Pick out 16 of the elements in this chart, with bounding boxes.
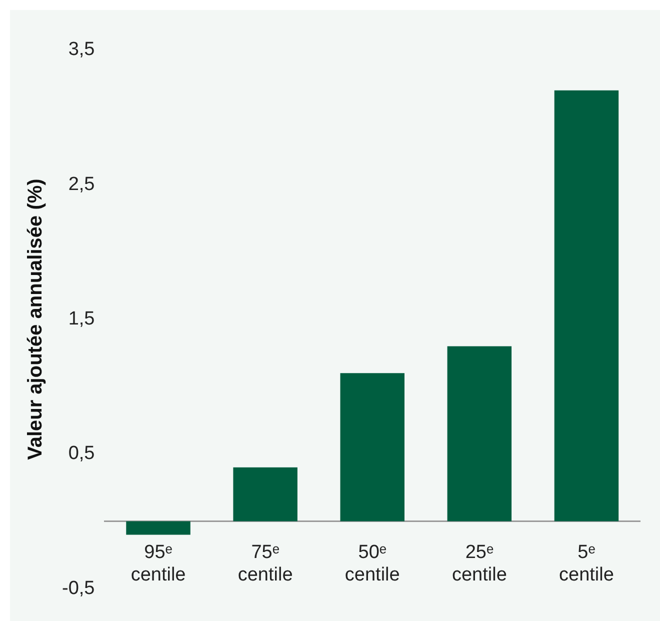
bar <box>233 467 298 522</box>
x-tick-label: 50ᵉ centile <box>344 542 400 586</box>
y-tick-label: 1,5 <box>68 308 95 330</box>
bar <box>447 346 512 522</box>
x-tick-label: 75ᵉ centile <box>238 542 293 586</box>
bar <box>126 521 190 535</box>
bar <box>340 373 404 522</box>
x-tick-label: 95ᵉ centile <box>130 542 186 586</box>
y-tick-label: 2,5 <box>68 174 95 195</box>
bar <box>554 90 619 522</box>
y-tick-label: 3,5 <box>68 39 95 60</box>
y-tick-label: 0,5 <box>68 443 95 464</box>
x-tick-label: 25ᵉ centile <box>452 542 507 586</box>
y-tick-label: -0,5 <box>62 578 95 599</box>
x-tick-label: 5ᵉ centile <box>559 542 614 586</box>
y-axis-title: Valeur ajoutée annualisée (%) <box>24 178 47 460</box>
